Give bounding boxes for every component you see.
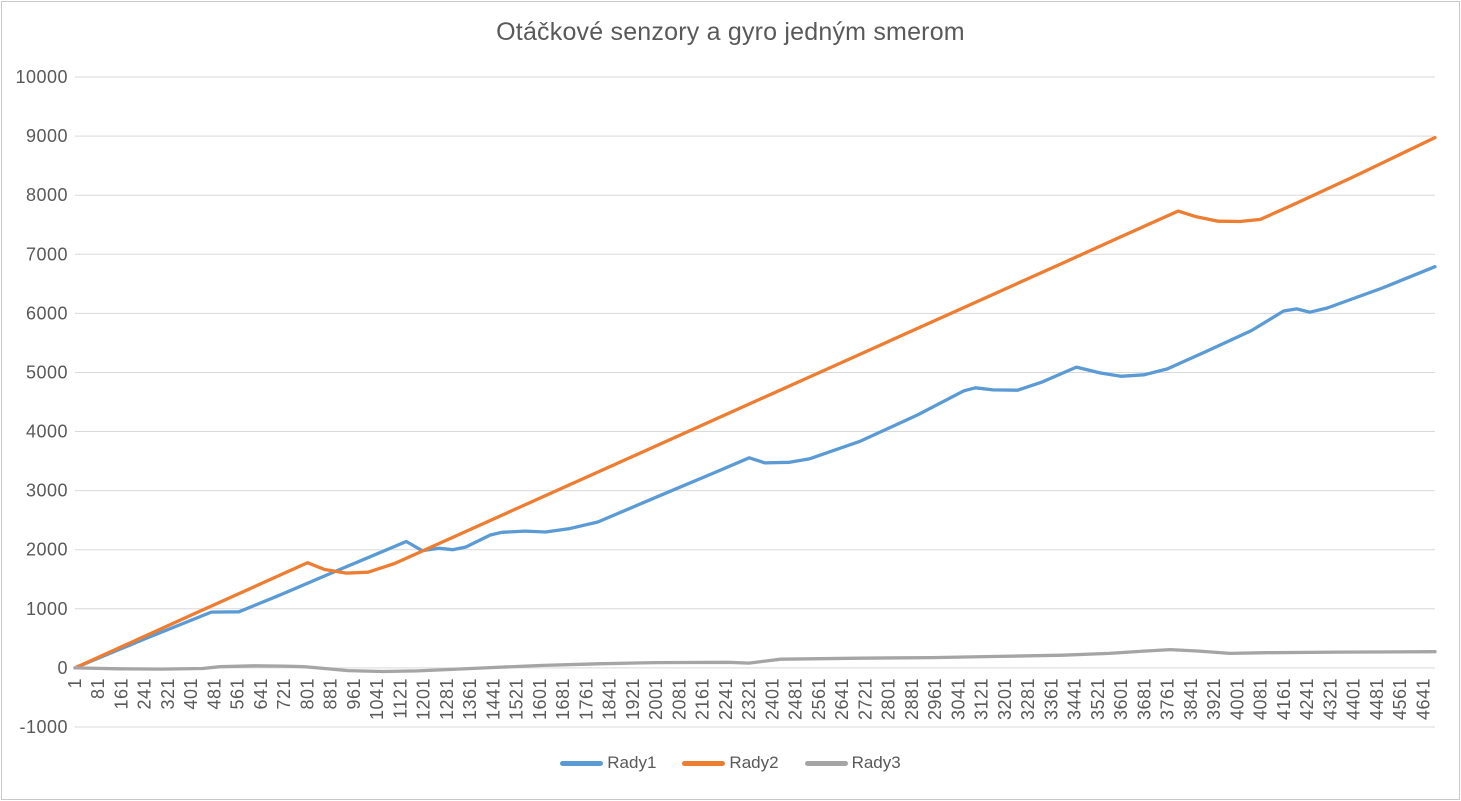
- x-tick-label: 721: [274, 678, 294, 710]
- legend-line-icon: [682, 760, 726, 766]
- chart-title: Otáčkové senzory a gyro jedným smerom: [496, 18, 965, 46]
- x-tick-label: 1441: [484, 678, 504, 720]
- x-tick-label: 561: [228, 678, 248, 710]
- x-tick-label: 161: [112, 678, 132, 710]
- x-tick-label: 4241: [1297, 678, 1317, 720]
- legend-item-rady3[interactable]: Rady3: [804, 753, 901, 773]
- x-tick-label: 2161: [693, 678, 713, 720]
- x-tick-label: 3121: [972, 678, 992, 720]
- x-tick-label: 1041: [367, 678, 387, 720]
- x-tick-label: 1921: [623, 678, 643, 720]
- x-tick-label: 81: [88, 678, 108, 699]
- x-tick-label: 4641: [1413, 678, 1433, 720]
- y-tick-label: 9000: [26, 126, 68, 146]
- x-tick-label: 3521: [1088, 678, 1108, 720]
- x-tick-label: 3281: [1018, 678, 1038, 720]
- x-tick-label: 3761: [1158, 678, 1178, 720]
- x-tick-label: 1761: [577, 678, 597, 720]
- x-tick-label: 4321: [1320, 678, 1340, 720]
- x-tick-label: 881: [321, 678, 341, 710]
- x-tick-label: 2001: [646, 678, 666, 720]
- x-tick-label: 3041: [948, 678, 968, 720]
- x-tick-label: 2881: [902, 678, 922, 720]
- x-tick-label: 241: [135, 678, 155, 710]
- x-tick-label: 3441: [1065, 678, 1085, 720]
- x-tick-label: 2961: [925, 678, 945, 720]
- y-tick-label: 7000: [26, 244, 68, 264]
- legend-item-rady2[interactable]: Rady2: [682, 753, 779, 773]
- x-tick-label: 3201: [995, 678, 1015, 720]
- x-tick-label: 481: [205, 678, 225, 710]
- x-tick-label: 321: [158, 678, 178, 710]
- x-tick-label: 4161: [1274, 678, 1294, 720]
- y-tick-label: 3000: [26, 481, 68, 501]
- x-tick-label: 641: [251, 678, 271, 710]
- x-tick-label: 2641: [832, 678, 852, 720]
- y-tick-label: 5000: [26, 363, 68, 383]
- x-tick-label: 4001: [1227, 678, 1247, 720]
- x-tick-label: 4401: [1344, 678, 1364, 720]
- x-tick-label: 2241: [716, 678, 736, 720]
- legend-label: Rady1: [607, 753, 657, 772]
- x-tick-label: 1201: [414, 678, 434, 720]
- x-tick-label: 1681: [553, 678, 573, 720]
- series-line-rady1[interactable]: [73, 265, 1437, 670]
- x-tick-label: 1281: [437, 678, 457, 720]
- x-tick-label: 3841: [1181, 678, 1201, 720]
- y-tick-label: -1000: [19, 717, 68, 737]
- y-tick-label: 8000: [26, 185, 68, 205]
- x-tick-label: 1601: [530, 678, 550, 720]
- legend-line-icon: [560, 760, 604, 766]
- legend-line-icon: [804, 760, 848, 766]
- x-tick-label: 801: [298, 678, 318, 710]
- x-tick-label: 4481: [1367, 678, 1387, 720]
- x-tick-label: 1521: [507, 678, 527, 720]
- x-tick-label: 2401: [762, 678, 782, 720]
- series-line-rady3[interactable]: [73, 647, 1437, 674]
- y-tick-label: 2000: [26, 540, 68, 560]
- y-tick-label: 1000: [26, 599, 68, 619]
- x-tick-label: 2481: [786, 678, 806, 720]
- x-tick-label: 3601: [1111, 678, 1131, 720]
- y-tick-label: 4000: [26, 422, 68, 442]
- x-tick-label: 4081: [1251, 678, 1271, 720]
- y-tick-label: 10000: [15, 67, 68, 87]
- x-tick-label: 2801: [879, 678, 899, 720]
- x-tick-label: 3361: [1041, 678, 1061, 720]
- y-tick-label: 0: [57, 658, 68, 678]
- x-tick-label: 3681: [1134, 678, 1154, 720]
- legend-item-rady1[interactable]: Rady1: [560, 753, 656, 773]
- x-tick-label: 2721: [855, 678, 875, 720]
- x-tick-label: 1: [65, 678, 85, 689]
- x-tick-label: 1361: [460, 678, 480, 720]
- x-tick-label: 401: [181, 678, 201, 710]
- x-tick-label: 4561: [1390, 678, 1410, 720]
- x-tick-label: 2321: [739, 678, 759, 720]
- x-tick-label: 1841: [600, 678, 620, 720]
- y-tick-label: 6000: [26, 303, 68, 323]
- x-tick-label: 2081: [669, 678, 689, 720]
- legend-label: Rady3: [851, 753, 901, 772]
- x-tick-label: 3921: [1204, 678, 1224, 720]
- x-tick-label: 1121: [391, 678, 411, 719]
- series-line-rady2[interactable]: [73, 135, 1437, 670]
- legend: Rady1 Rady2 Rady3: [2, 753, 1459, 773]
- legend-label: Rady2: [729, 753, 779, 772]
- x-tick-label: 2561: [809, 678, 829, 720]
- x-tick-label: 961: [344, 678, 364, 710]
